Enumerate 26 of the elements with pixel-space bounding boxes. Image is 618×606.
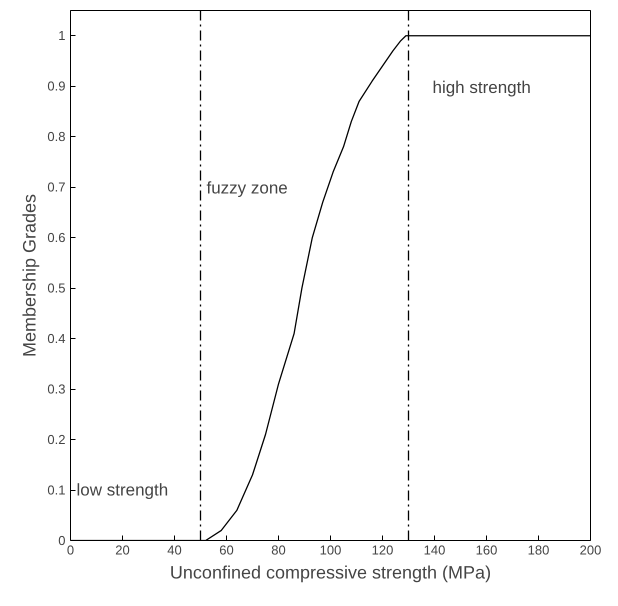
x-tick-label: 160 [476, 542, 498, 558]
y-tick-label: 0.5 [47, 280, 66, 296]
annotation: low strength [76, 480, 168, 500]
y-tick-label: 0.7 [47, 180, 66, 195]
x-tick-label: 60 [219, 542, 234, 558]
x-tick-label: 200 [580, 542, 602, 558]
y-axis-title: Membership Grades [19, 194, 40, 358]
y-tick-label: 1 [58, 28, 66, 44]
x-tick-label: 40 [167, 542, 182, 558]
x-tick-label: 80 [271, 542, 286, 558]
y-tick-label: 0.8 [47, 129, 66, 144]
annotation: high strength [432, 78, 531, 97]
y-tick-label: 0 [58, 533, 66, 548]
x-tick-label: 20 [115, 542, 130, 558]
x-tick-label: 100 [320, 542, 342, 558]
y-tick-label: 0.3 [47, 382, 66, 397]
x-tick-label: 180 [528, 542, 550, 558]
y-tick-label: 0.2 [47, 432, 66, 448]
y-tick-label: 0.6 [47, 230, 66, 246]
y-tick-label: 0.4 [47, 331, 66, 346]
annotation: fuzzy zone [206, 178, 288, 198]
x-axis-title: Unconfined compressive strength (MPa) [170, 562, 492, 582]
x-tick-label: 120 [372, 542, 394, 558]
y-tick-label: 0.9 [47, 78, 66, 94]
y-tick-label: 0.1 [47, 482, 66, 498]
x-tick-label: 140 [424, 542, 446, 558]
